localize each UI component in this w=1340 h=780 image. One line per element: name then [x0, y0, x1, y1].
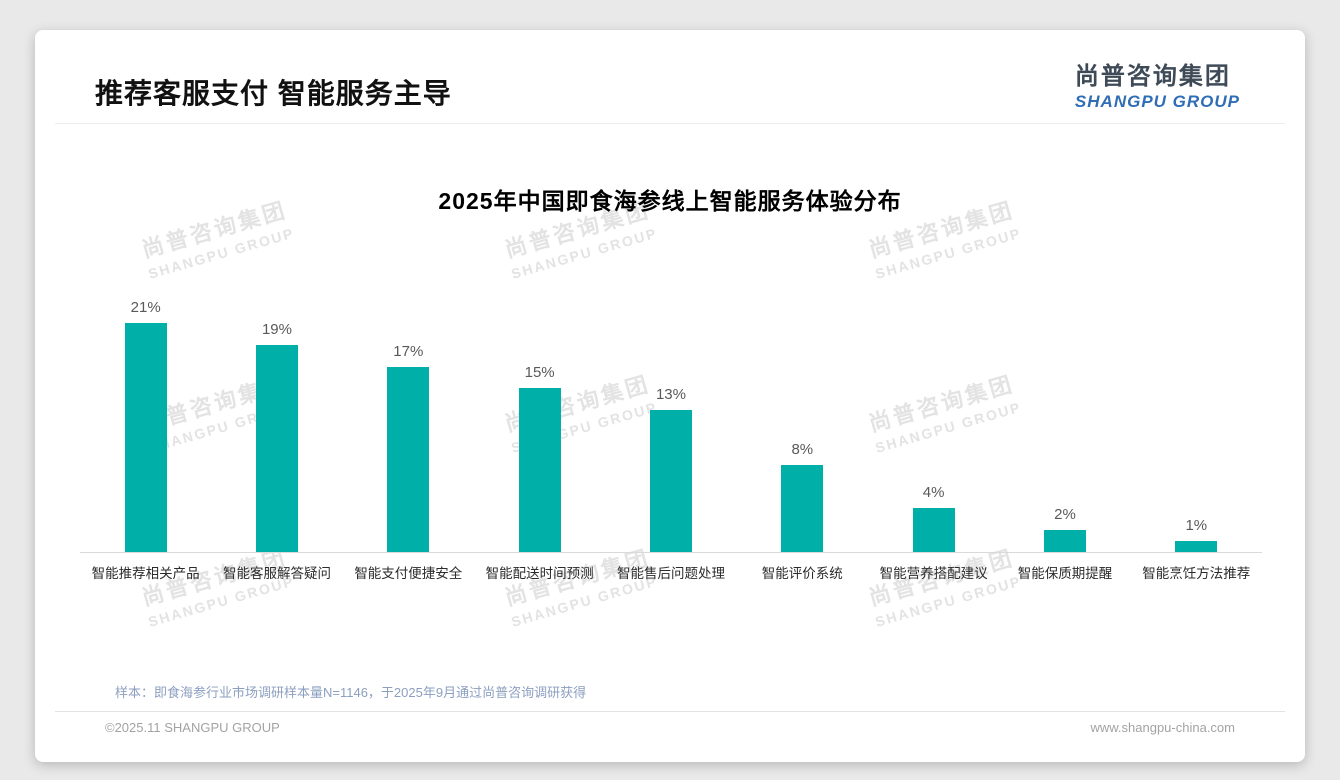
bar-category-label: 智能评价系统 [761, 566, 843, 581]
chart-plot-area: 21% 19% 17% 15% 13% 8% 4% 2% 1% [80, 299, 1262, 553]
chart-title: 2025年中国即食海参线上智能服务体验分布 [438, 188, 902, 214]
bar-column: 17% [343, 343, 474, 552]
bar-column: 13% [605, 386, 736, 552]
bar-value-label: 2% [1054, 506, 1076, 523]
bar [649, 410, 692, 552]
bar-value-label: 8% [791, 441, 814, 458]
bar-chart: 21% 19% 17% 15% 13% 8% 4% 2% 1% 智能推荐相关产品 智能客服解答疑问… [80, 299, 1262, 582]
watermark-english-text: SHANGPU GROUP [509, 224, 660, 282]
bar-column: 8% [737, 441, 868, 552]
logo-english-text: SHANGPU GROUP [1074, 92, 1240, 111]
bar-category-label: 智能客服解答疑问 [222, 566, 331, 581]
bar-column: 1% [1131, 517, 1262, 552]
bar-value-label: 19% [261, 321, 292, 338]
bar-value-label: 17% [393, 343, 424, 360]
copyright-text: ©2025.11 SHANGPU GROUP [105, 720, 280, 735]
bar-category-label: 智能保质期提醒 [1017, 566, 1113, 581]
logo-chinese-text: 尚普咨询集团 [1074, 63, 1231, 90]
bar-value-label: 15% [524, 364, 555, 381]
website-url: www.shangpu-china.com [1090, 720, 1235, 735]
bar-column: 15% [474, 364, 605, 552]
bar [124, 323, 167, 552]
bar-value-label: 4% [922, 484, 945, 501]
company-logo: 尚普咨询集团 SHANGPU GROUP [1075, 56, 1240, 112]
category-axis: 智能推荐相关产品 智能客服解答疑问 智能支付便捷安全 智能配送时间预测 智能售后问题处理… [80, 562, 1262, 582]
bar [1175, 541, 1218, 552]
bar [781, 465, 824, 552]
bar-category-label: 智能烹饪方法推荐 [1142, 566, 1251, 581]
watermark-english-text: SHANGPU GROUP [146, 224, 297, 282]
page-title: 推荐客服支付 智能服务主导 [95, 78, 452, 109]
bar [387, 367, 430, 552]
footer-divider [55, 711, 1285, 712]
bar-category-label: 智能配送时间预测 [485, 566, 594, 581]
bar-column: 4% [868, 484, 999, 552]
bar [1043, 530, 1086, 552]
bar-category-label: 智能营养搭配建议 [879, 566, 988, 581]
header-divider [55, 123, 1285, 124]
bar-category-label: 智能售后问题处理 [616, 566, 725, 581]
bar [912, 508, 955, 552]
bar-column: 2% [999, 506, 1130, 552]
bar [255, 345, 298, 552]
bar-category-label: 智能推荐相关产品 [91, 566, 200, 581]
sample-note: 样本：即食海参行业市场调研样本量N=1146，于2025年9月通过尚普咨询调研获… [115, 685, 587, 700]
bar [518, 388, 561, 552]
bar-value-label: 21% [130, 299, 161, 316]
bar-value-label: 1% [1185, 517, 1208, 534]
watermark-english-text: SHANGPU GROUP [873, 224, 1023, 282]
bar-column: 21% [80, 299, 211, 552]
report-card: 推荐客服支付 智能服务主导 尚普咨询集团 SHANGPU GROUP 尚普咨询集… [35, 30, 1305, 762]
footer: ©2025.11 SHANGPU GROUP www.shangpu-china… [105, 720, 1235, 735]
bar-category-label: 智能支付便捷安全 [354, 566, 463, 581]
bar-column: 19% [211, 321, 342, 552]
bar-value-label: 13% [655, 386, 686, 403]
